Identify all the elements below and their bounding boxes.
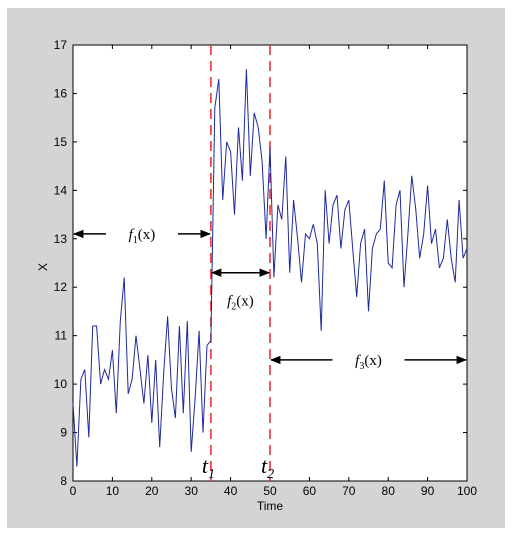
series-line	[72, 69, 468, 467]
y-tick-label: 13	[54, 232, 68, 246]
annotations: t1 t2 f1(x) f2(x) f3(x)	[72, 227, 468, 482]
y-tick-label: 17	[54, 38, 68, 52]
x-tick-label: 60	[303, 484, 317, 498]
change-point-label: t1	[202, 453, 215, 482]
change-point-label: t2	[261, 453, 274, 482]
x-axis-label: Time	[257, 499, 284, 513]
y-tick-label: 10	[54, 377, 68, 391]
y-tick-label: 16	[54, 86, 68, 100]
x-tick-label: 80	[382, 484, 396, 498]
change-point-lines	[210, 45, 271, 481]
time-series-chart: 0 10 20 30 40 50 60 70 80 90 100 8 9 10 11 12 13 14 15 16 1…	[36, 38, 477, 513]
y-tick-label: 12	[54, 280, 68, 294]
figure-background: 0 10 20 30 40 50 60 70 80 90 100 8 9 10 11 12 13 14 15 16 1…	[7, 8, 505, 528]
y-axis: 8 9 10 11 12 13 14 15 16 17	[54, 38, 467, 488]
annotation-label: f3(x)	[355, 353, 382, 372]
annotation-label: f2(x)	[227, 294, 254, 313]
y-tick-label: 11	[55, 329, 68, 343]
annotation-f2: f2(x)	[210, 268, 271, 313]
annotation-f1: f1(x)	[72, 227, 211, 246]
x-tick-label: 30	[185, 484, 199, 498]
annotation-f3: f3(x)	[269, 353, 468, 372]
y-axis-label: X	[36, 263, 50, 271]
x-tick-label: 20	[145, 484, 159, 498]
y-tick-label: 14	[54, 183, 68, 197]
x-tick-label: 0	[70, 484, 77, 498]
x-tick-label: 10	[106, 484, 120, 498]
y-tick-label: 8	[60, 474, 67, 488]
annotation-label: f1(x)	[129, 227, 156, 246]
x-tick-label: 90	[421, 484, 435, 498]
x-tick-label: 70	[342, 484, 356, 498]
x-tick-label: 100	[457, 484, 477, 498]
x-tick-label: 50	[263, 484, 277, 498]
x-tick-label: 40	[224, 484, 238, 498]
y-tick-label: 15	[54, 135, 68, 149]
y-tick-label: 9	[60, 426, 67, 440]
